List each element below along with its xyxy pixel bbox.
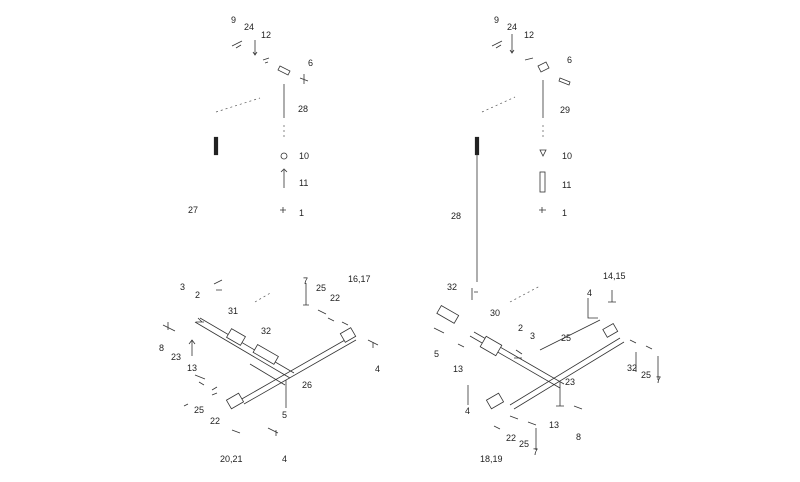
callout-label: 6	[567, 55, 572, 65]
callout-label: 9	[231, 15, 236, 25]
callout-label: 28	[298, 104, 308, 114]
callout-label: 32	[627, 363, 637, 373]
callout-label: 4	[587, 288, 592, 298]
callout-label: 23	[565, 377, 575, 387]
callout-label: 29	[560, 105, 570, 115]
bottom-right-assembly	[433, 285, 659, 450]
callout-label: 7	[656, 375, 661, 385]
callout-label: 4	[282, 454, 287, 464]
callout-label: 1	[562, 208, 567, 218]
callout-label: 22	[330, 293, 340, 303]
callout-label: 24	[507, 22, 517, 32]
callout-label: 23	[171, 352, 181, 362]
callout-label: 24	[244, 22, 254, 32]
callout-label: 7	[533, 447, 538, 457]
callout-label: 25	[519, 439, 529, 449]
callout-label: 11	[299, 178, 308, 188]
callout-label: 32	[261, 326, 271, 336]
callout-label: 13	[549, 420, 559, 430]
callout-label: 2	[518, 323, 523, 333]
callout-label: 25	[561, 333, 571, 343]
callout-label: 28	[451, 211, 461, 221]
callout-label: 20,21	[220, 454, 243, 464]
callout-label: 2	[195, 290, 200, 300]
callout-label: 25	[641, 370, 651, 380]
callout-label: 7	[303, 276, 308, 286]
callout-label: 3	[180, 282, 185, 292]
callout-label: 3	[530, 331, 535, 341]
callout-label: 4	[465, 406, 470, 416]
callout-label: 10	[562, 151, 572, 161]
callout-label: 8	[159, 343, 164, 353]
callout-label: 32	[447, 282, 457, 292]
callout-label: 8	[576, 432, 581, 442]
callout-label: 11	[562, 180, 571, 190]
callout-label: 12	[524, 30, 534, 40]
callout-label: 5	[434, 349, 439, 359]
callout-label: 13	[187, 363, 197, 373]
callout-label: 14,15	[603, 271, 626, 281]
callout-label: 26	[302, 380, 312, 390]
top-left-assembly	[213, 40, 309, 213]
callout-label: 5	[282, 410, 287, 420]
callout-label: 25	[316, 283, 326, 293]
callout-label: 22	[210, 416, 220, 426]
callout-label: 18,19	[480, 454, 503, 464]
callout-label: 25	[194, 405, 204, 415]
callout-label: 10	[299, 151, 309, 161]
bottom-left-assembly	[162, 279, 379, 436]
callout-label: 31	[228, 306, 238, 316]
top-right-assembly	[474, 34, 571, 282]
callout-label: 1	[299, 208, 304, 218]
callout-label: 13	[453, 364, 463, 374]
callout-label: 12	[261, 30, 271, 40]
callout-label: 9	[494, 15, 499, 25]
callout-label: 4	[375, 364, 380, 374]
callout-label: 6	[308, 58, 313, 68]
callout-label: 27	[188, 205, 198, 215]
callout-label: 16,17	[348, 274, 371, 284]
callout-label: 22	[506, 433, 516, 443]
callout-label: 30	[490, 308, 500, 318]
